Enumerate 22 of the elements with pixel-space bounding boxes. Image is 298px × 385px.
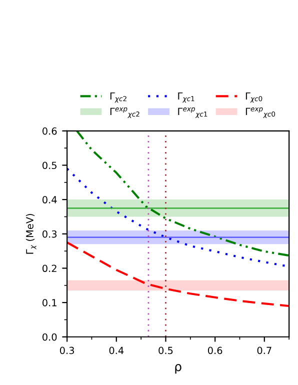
legend-label: Γ$^{exp}$$_{χc0}$ bbox=[246, 107, 276, 118]
x-tick-label: 0.7 bbox=[257, 346, 272, 354]
y-axis-title: Γ$_{χ}$ (MeV) bbox=[26, 214, 36, 254]
y-tick-label: 0.0 bbox=[42, 333, 57, 341]
line-series bbox=[67, 241, 290, 308]
x-tick-label: 0.5 bbox=[158, 346, 173, 354]
y-tick-label: 0.6 bbox=[42, 127, 57, 135]
x-axis-title: ρ bbox=[175, 364, 182, 374]
legend-label: Γ$_{χc0}$ bbox=[246, 92, 262, 103]
legend-label: Γ$_{χc2}$ bbox=[110, 92, 126, 103]
y-tick-label: 0.4 bbox=[42, 196, 57, 204]
x-tick-label: 0.3 bbox=[60, 346, 74, 354]
y-tick-label: 0.5 bbox=[42, 162, 56, 170]
line-series bbox=[76, 130, 290, 257]
y-tick-label: 0.1 bbox=[42, 299, 56, 306]
x-tick-label: 0.4 bbox=[109, 346, 124, 354]
y-tick-label: 0.2 bbox=[42, 264, 56, 272]
y-tick-label: 0.3 bbox=[42, 230, 57, 238]
legend-label: Γ$^{exp}$$_{χc1}$ bbox=[178, 107, 208, 118]
legend-label: Γ$^{exp}$$_{χc2}$ bbox=[110, 107, 140, 118]
legend-label: Γ$_{χc1}$ bbox=[178, 92, 194, 103]
x-tick-label: 0.6 bbox=[208, 346, 222, 354]
